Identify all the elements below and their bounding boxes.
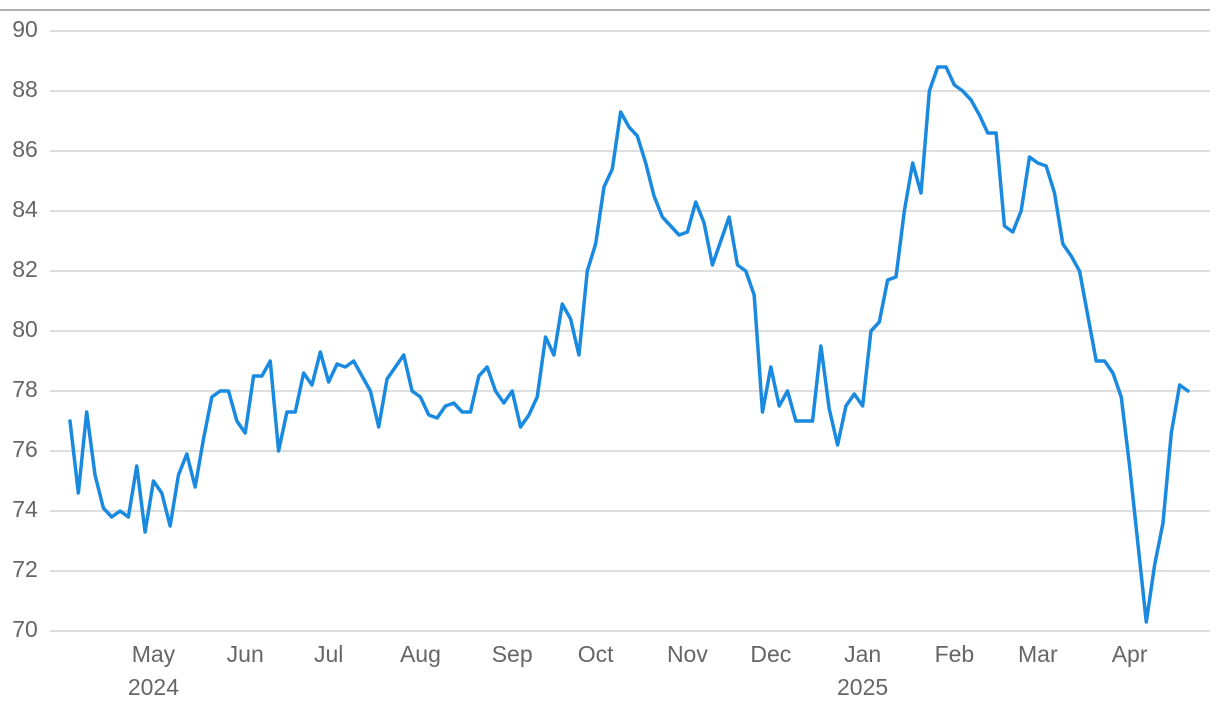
x-year-label: 2025 xyxy=(837,674,888,700)
y-tick-label: 80 xyxy=(12,316,38,342)
x-tick-label: Dec xyxy=(750,641,791,667)
x-tick-label: Mar xyxy=(1018,641,1058,667)
x-tick-label: Jul xyxy=(314,641,343,667)
x-tick-label: Aug xyxy=(400,641,441,667)
x-tick-label: Apr xyxy=(1112,641,1148,667)
y-tick-label: 90 xyxy=(12,16,38,42)
y-tick-label: 78 xyxy=(12,376,38,402)
data-line xyxy=(68,65,1190,624)
x-year-label: 2024 xyxy=(128,674,179,700)
y-tick-label: 86 xyxy=(12,136,38,162)
y-tick-label: 84 xyxy=(12,196,38,222)
x-tick-label: Oct xyxy=(578,641,614,667)
x-tick-label: Jun xyxy=(227,641,264,667)
y-tick-label: 88 xyxy=(12,76,38,102)
y-tick-label: 70 xyxy=(12,616,38,642)
x-tick-label: Sep xyxy=(492,641,533,667)
x-tick-label: Feb xyxy=(935,641,975,667)
x-tick-label: Nov xyxy=(667,641,708,667)
y-tick-label: 82 xyxy=(12,256,38,282)
x-tick-label: May xyxy=(132,641,176,667)
y-tick-label: 72 xyxy=(12,556,38,582)
x-tick-label: Jan xyxy=(844,641,881,667)
y-tick-label: 76 xyxy=(12,436,38,462)
y-tick-label: 74 xyxy=(12,496,38,522)
